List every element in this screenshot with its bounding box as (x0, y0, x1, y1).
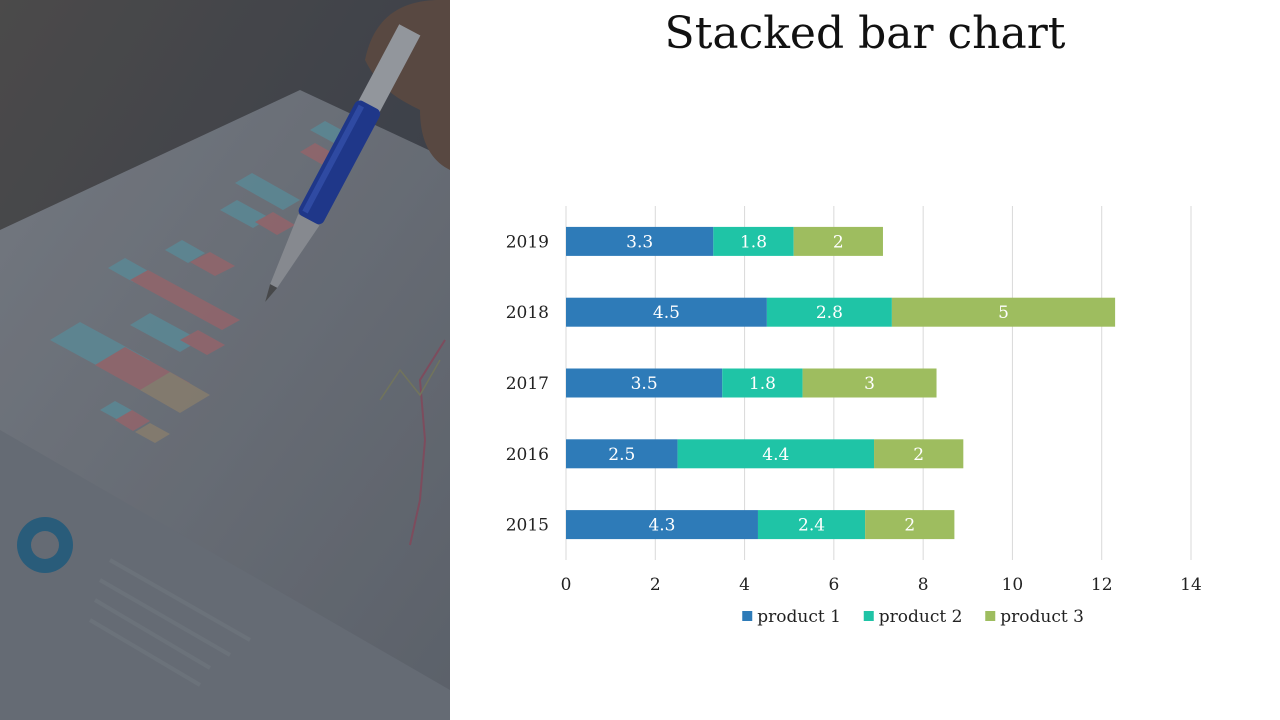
bar-segment (566, 510, 758, 540)
pen-on-chart-photo-icon (0, 0, 450, 720)
bar-segment (865, 510, 955, 540)
data-label: 2 (833, 232, 844, 252)
legend-label: product 2 (879, 607, 963, 627)
chart-data-labels: 4.3 2.4 2 2.5 4.4 2 3.5 1.8 3 4.5 2.8 5 3.3 1.8 2 (608, 232, 1009, 535)
legend-swatch (742, 611, 753, 621)
data-label: 3.5 (631, 374, 658, 394)
bar-segment (677, 439, 875, 469)
data-label: 4.4 (762, 445, 789, 465)
data-label: 5 (998, 303, 1009, 323)
data-label: 1.8 (740, 232, 767, 252)
legend-label: product 1 (757, 607, 841, 627)
stacked-bar-chart: 4.3 2.4 2 2.5 4.4 2 3.5 1.8 3 4.5 2.8 5 3.3 1.8 2 2015… (506, 206, 1202, 627)
data-label: 2.4 (798, 516, 825, 536)
x-tick-label: 6 (828, 575, 839, 595)
data-label: 4.3 (648, 516, 675, 536)
legend-swatch (985, 611, 996, 621)
bar-segment (566, 439, 678, 469)
category-label: 2015 (506, 516, 549, 536)
x-tick-label: 12 (1091, 575, 1113, 595)
bar-segment (566, 368, 723, 398)
bar-segment (722, 368, 803, 398)
bar-segment (566, 226, 714, 256)
chart-x-tick-labels: 0 2 4 6 8 10 12 14 (561, 575, 1202, 595)
data-label: 2 (904, 516, 915, 536)
data-label: 3.3 (626, 232, 653, 252)
background-photo (0, 0, 450, 720)
bar-segment (874, 439, 964, 469)
x-tick-label: 10 (1002, 575, 1024, 595)
x-tick-label: 2 (650, 575, 661, 595)
data-label: 3 (864, 374, 875, 394)
bar-segment (891, 297, 1116, 327)
bar-segment (757, 510, 866, 540)
legend-swatch (863, 611, 874, 621)
bar-segment (802, 368, 937, 398)
chart-category-labels: 2015 2016 2017 2018 2019 (506, 232, 549, 535)
data-label: 4.5 (653, 303, 680, 323)
bar-segment (566, 297, 767, 327)
slide-title: Stacked bar chart (664, 8, 1066, 59)
bar-segment (766, 297, 892, 327)
legend-label: product 3 (1000, 607, 1084, 627)
bar-segment (713, 226, 794, 256)
category-label: 2018 (506, 303, 549, 323)
category-label: 2019 (506, 232, 549, 252)
x-tick-label: 8 (918, 575, 929, 595)
data-label: 2.8 (816, 303, 843, 323)
bar-segment (793, 226, 883, 256)
chart-legend: product 1 product 2 product 3 (742, 607, 1084, 627)
category-label: 2017 (506, 374, 549, 394)
data-label: 2 (913, 445, 924, 465)
x-tick-label: 4 (739, 575, 750, 595)
x-tick-label: 14 (1180, 575, 1202, 595)
data-label: 2.5 (608, 445, 635, 465)
chart-bars (566, 226, 1116, 540)
category-label: 2016 (506, 445, 549, 465)
data-label: 1.8 (749, 374, 776, 394)
x-tick-label: 0 (561, 575, 572, 595)
